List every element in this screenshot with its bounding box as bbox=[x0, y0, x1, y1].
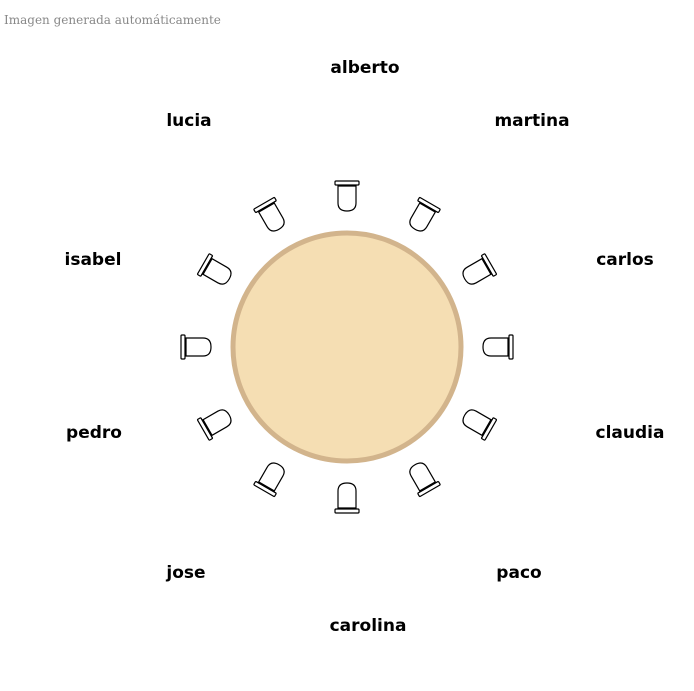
chair-icon bbox=[253, 462, 285, 497]
guest-labels-group: alberto martina carlos claudia paco caro… bbox=[63, 56, 667, 638]
chair-icon bbox=[180, 334, 212, 360]
chair-icon bbox=[482, 334, 514, 360]
guest-label-carolina: carolina bbox=[330, 616, 407, 636]
guest-label-alberto: alberto bbox=[330, 58, 399, 78]
guest-label-isabel: isabel bbox=[65, 250, 122, 270]
guest-label-jose: jose bbox=[165, 563, 205, 583]
chair-icon bbox=[409, 197, 441, 232]
auto-generated-note: Imagen generada automáticamente bbox=[4, 13, 221, 27]
guest-label-pedro: pedro bbox=[66, 423, 122, 443]
guest-label-carlos: carlos bbox=[596, 250, 654, 270]
chair-icon bbox=[462, 409, 497, 441]
chairs-group bbox=[180, 180, 514, 514]
guest-label-paco: paco bbox=[496, 563, 541, 583]
round-table bbox=[230, 230, 464, 464]
guest-label-lucia: lucia bbox=[166, 111, 211, 131]
chair-icon bbox=[334, 180, 360, 212]
chair-icon bbox=[197, 253, 232, 285]
chair-icon bbox=[197, 409, 232, 441]
guest-label-claudia: claudia bbox=[596, 423, 665, 443]
chair-icon bbox=[462, 253, 497, 285]
chair-icon bbox=[334, 482, 360, 514]
chair-icon bbox=[253, 197, 285, 232]
chair-icon bbox=[409, 462, 441, 497]
guest-label-martina: martina bbox=[494, 111, 569, 131]
